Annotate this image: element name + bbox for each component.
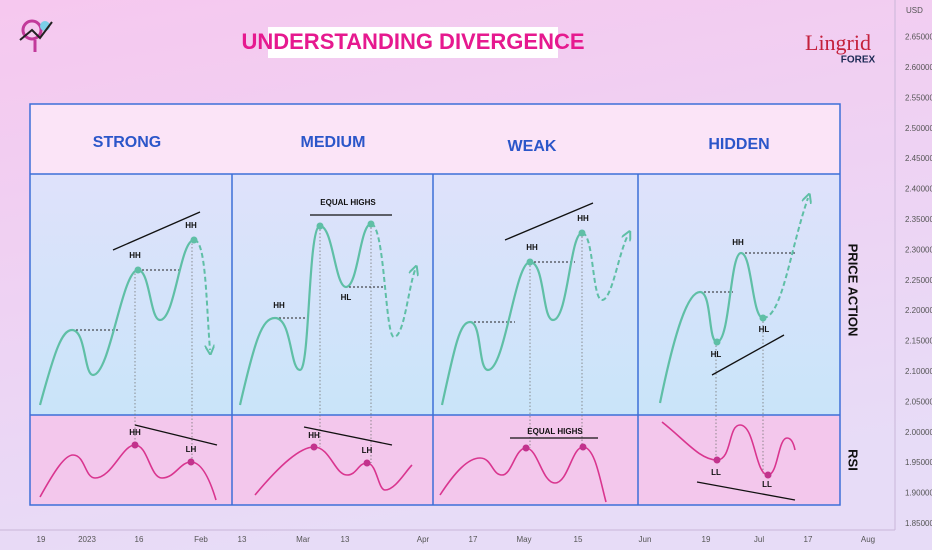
price-label: 2.25000 bbox=[905, 276, 932, 285]
annotation: HL bbox=[711, 350, 722, 359]
row-label: RSI bbox=[846, 449, 861, 471]
annotation: HH bbox=[732, 238, 744, 247]
price-label: 2.40000 bbox=[905, 185, 932, 194]
logo-icon bbox=[19, 19, 53, 52]
price-label: 1.95000 bbox=[905, 458, 932, 467]
column-header: MEDIUM bbox=[301, 134, 366, 151]
time-label: 17 bbox=[469, 535, 478, 544]
annotation: LH bbox=[186, 445, 197, 454]
time-label: 16 bbox=[135, 535, 144, 544]
annotation: HL bbox=[341, 293, 352, 302]
time-label: 17 bbox=[804, 535, 813, 544]
logo-sub: FOREX bbox=[841, 55, 876, 66]
annotation: HH bbox=[129, 428, 141, 437]
weak-panel bbox=[439, 202, 628, 503]
logo: Lingrid bbox=[805, 30, 871, 55]
header-row bbox=[30, 104, 840, 174]
row-label: PRICE ACTION bbox=[846, 244, 861, 337]
time-label: Aug bbox=[861, 535, 875, 544]
time-label: 13 bbox=[341, 535, 350, 544]
time-label: Jul bbox=[754, 535, 764, 544]
annotation: LL bbox=[762, 480, 772, 489]
price-row bbox=[30, 174, 840, 415]
price-label: 2.45000 bbox=[905, 154, 932, 163]
price-label: 2.30000 bbox=[905, 245, 932, 254]
rsi-row bbox=[30, 415, 840, 505]
price-label: 2.10000 bbox=[905, 367, 932, 376]
title: UNDERSTANDING DIVERGENCE bbox=[241, 29, 584, 54]
annotation: HH bbox=[308, 431, 320, 440]
annotation: HH bbox=[526, 243, 538, 252]
time-label: Feb bbox=[194, 535, 208, 544]
price-label: 2.20000 bbox=[905, 306, 932, 315]
axis-unit: USD bbox=[906, 6, 923, 15]
time-label: Mar bbox=[296, 535, 310, 544]
time-label: May bbox=[516, 535, 531, 544]
medium-panel bbox=[238, 214, 415, 496]
time-label: 19 bbox=[702, 535, 711, 544]
price-label: 2.15000 bbox=[905, 337, 932, 346]
annotation: LH bbox=[362, 446, 373, 455]
time-label: Apr bbox=[417, 535, 430, 544]
column-header: WEAK bbox=[508, 138, 557, 155]
annotation: HH bbox=[577, 214, 589, 223]
grid-lines bbox=[29, 103, 841, 506]
column-header: HIDDEN bbox=[708, 136, 769, 153]
column-header: STRONG bbox=[93, 134, 161, 151]
time-label: Jun bbox=[639, 535, 652, 544]
annotation: HH bbox=[185, 221, 197, 230]
annotation: HH bbox=[129, 251, 141, 260]
time-label: 2023 bbox=[78, 535, 96, 544]
annotation: HL bbox=[759, 325, 770, 334]
time-label: 19 bbox=[37, 535, 46, 544]
price-label: 2.35000 bbox=[905, 215, 932, 224]
annotation: EQUAL HIGHS bbox=[320, 198, 376, 207]
title-box bbox=[268, 27, 558, 58]
time-label: 13 bbox=[238, 535, 247, 544]
price-label: 2.60000 bbox=[905, 63, 932, 72]
annotation: EQUAL HIGHS bbox=[527, 427, 583, 436]
price-label: 2.05000 bbox=[905, 397, 932, 406]
annotation: LL bbox=[711, 468, 721, 477]
price-label: 2.00000 bbox=[905, 428, 932, 437]
hidden-panel bbox=[658, 198, 808, 501]
price-label: 2.50000 bbox=[905, 124, 932, 133]
price-label: 1.85000 bbox=[905, 519, 932, 528]
price-label: 1.90000 bbox=[905, 489, 932, 498]
strong-panel bbox=[38, 211, 218, 501]
time-label: 15 bbox=[574, 535, 583, 544]
price-label: 2.65000 bbox=[905, 33, 932, 42]
annotation: HH bbox=[273, 301, 285, 310]
price-label: 2.55000 bbox=[905, 93, 932, 102]
